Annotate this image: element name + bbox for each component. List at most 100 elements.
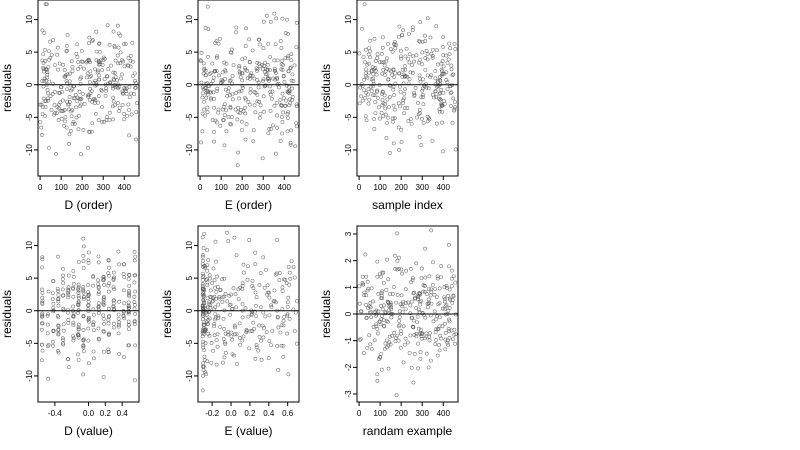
data-point xyxy=(96,285,101,289)
data-point xyxy=(71,96,76,101)
data-point xyxy=(453,100,457,104)
x-tick-label: 100 xyxy=(373,183,387,192)
y-axis-title: residuals xyxy=(319,290,333,338)
data-point xyxy=(428,35,433,40)
data-point xyxy=(254,295,259,300)
data-point xyxy=(229,122,233,127)
data-point xyxy=(280,115,284,119)
data-point xyxy=(421,95,425,99)
data-point xyxy=(122,275,127,280)
data-point xyxy=(204,277,209,282)
data-point xyxy=(403,287,408,292)
data-point xyxy=(374,324,379,329)
data-point xyxy=(429,73,434,78)
data-point xyxy=(232,323,237,328)
data-point xyxy=(127,343,131,348)
data-point xyxy=(416,112,421,117)
data-point xyxy=(248,87,253,91)
data-point xyxy=(104,86,108,91)
data-point xyxy=(434,295,439,299)
data-point xyxy=(279,323,284,328)
data-point xyxy=(207,273,212,278)
data-point xyxy=(401,101,405,106)
data-point xyxy=(98,58,103,63)
data-point xyxy=(407,350,412,355)
panel-4: -0.4 0.0 0.2 0.4 -10 -5 0 5 10 D (value) residuals xyxy=(0,225,140,438)
data-point xyxy=(117,262,122,267)
data-point xyxy=(209,70,214,75)
data-point xyxy=(452,107,457,112)
data-point xyxy=(292,275,297,280)
data-point xyxy=(364,67,368,72)
data-point xyxy=(97,50,102,54)
data-point xyxy=(363,114,368,119)
data-point xyxy=(289,78,294,83)
data-point xyxy=(413,296,418,301)
data-point xyxy=(102,77,107,82)
data-point xyxy=(130,40,135,45)
data-point xyxy=(361,351,366,355)
data-point xyxy=(111,270,116,275)
data-point xyxy=(67,99,72,104)
data-point xyxy=(408,303,413,308)
data-point xyxy=(406,340,410,345)
data-point xyxy=(427,338,432,343)
data-point xyxy=(379,293,384,298)
y-tick-label: -10 xyxy=(185,144,194,156)
data-point xyxy=(241,334,246,339)
data-point xyxy=(394,43,398,47)
data-point xyxy=(429,287,434,292)
data-point xyxy=(218,325,223,329)
data-point xyxy=(86,361,91,366)
data-point xyxy=(200,271,205,276)
data-point xyxy=(127,95,132,100)
data-point xyxy=(96,326,101,331)
data-point xyxy=(214,362,219,367)
data-point xyxy=(408,311,413,316)
y-tick-label: 2 xyxy=(344,258,353,263)
data-point xyxy=(261,46,266,51)
data-point xyxy=(81,266,86,270)
data-point xyxy=(288,65,293,70)
data-point xyxy=(368,301,373,305)
data-point xyxy=(280,285,285,290)
data-point xyxy=(63,73,68,78)
data-point xyxy=(379,51,384,56)
data-point xyxy=(214,69,219,74)
data-point xyxy=(76,352,80,357)
data-point xyxy=(122,355,126,360)
data-point xyxy=(252,103,257,108)
data-point xyxy=(55,286,60,291)
data-point xyxy=(105,114,109,119)
data-point xyxy=(101,375,106,379)
data-point xyxy=(200,91,205,96)
data-point xyxy=(412,59,416,64)
data-point xyxy=(427,334,432,339)
data-point xyxy=(219,78,224,82)
data-point xyxy=(389,307,394,312)
data-point xyxy=(280,289,285,293)
data-point xyxy=(234,30,238,35)
data-point xyxy=(411,325,416,330)
data-point xyxy=(208,276,212,281)
data-point xyxy=(65,48,69,53)
data-point xyxy=(257,99,262,104)
data-point xyxy=(403,342,407,347)
data-point xyxy=(292,63,297,68)
data-point xyxy=(96,254,101,259)
data-point xyxy=(261,94,266,99)
plot-frame xyxy=(197,225,300,403)
data-point xyxy=(381,303,386,308)
data-point xyxy=(102,295,106,299)
data-point xyxy=(278,97,283,102)
data-point xyxy=(379,367,384,372)
data-point xyxy=(408,70,413,75)
data-point xyxy=(281,343,286,348)
data-point xyxy=(86,303,90,308)
data-point xyxy=(447,329,452,333)
data-point xyxy=(419,266,424,271)
x-axis-title: E (order) xyxy=(225,198,272,212)
data-point xyxy=(236,297,241,302)
data-point xyxy=(79,96,84,101)
data-point xyxy=(445,338,450,343)
